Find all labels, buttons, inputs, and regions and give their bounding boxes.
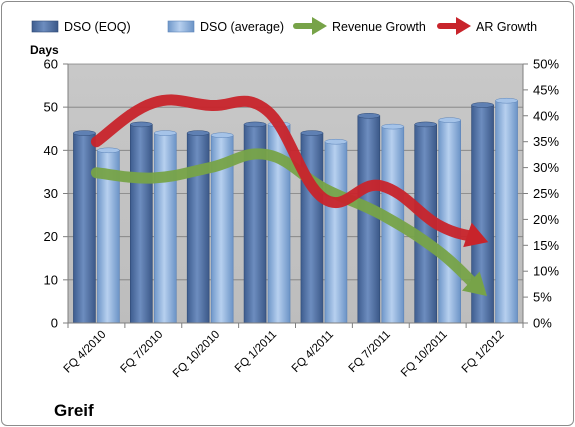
y2-tick-label: 15%	[533, 238, 559, 253]
x-axis-ticks: FQ 4/2010 FQ 7/2010 FQ 10/2010 FQ 1/2011 FQ …	[62, 323, 524, 380]
bar-cap	[438, 117, 461, 123]
x-tick-label: FQ 7/2011	[347, 329, 393, 375]
bar-cap	[495, 97, 518, 104]
arrowhead-ar-growth	[463, 222, 489, 248]
y2-tick-label: 30%	[533, 160, 559, 175]
legend-swatch-dso-average	[167, 20, 195, 33]
legend-label-ar-growth: AR Growth	[476, 20, 537, 34]
bar-cap	[130, 121, 153, 128]
chart-title: Greif	[54, 401, 94, 420]
x-tick-label: FQ 10/2010	[171, 329, 222, 380]
y2-tick-label: 20%	[533, 212, 559, 227]
bar-cap	[186, 130, 210, 136]
legend-arrow-ar-growth	[437, 17, 471, 35]
bar-cap	[73, 130, 96, 136]
x-tick-label: FQ 10/2011	[399, 329, 450, 380]
y2-tick-label: 5%	[533, 290, 552, 305]
y2-tick-label: 40%	[533, 108, 559, 123]
x-tick-label: FQ 4/2010	[62, 329, 109, 376]
y2-tick-label: 25%	[533, 186, 559, 201]
legend-arrow-revenue-growth	[293, 17, 327, 35]
bar-cap	[324, 138, 348, 145]
y2-tick-label: 10%	[533, 264, 559, 279]
y2-axis-ticks: 0% 5% 10% 15% 20% 25% 30% 35% 40% 45% 50%	[523, 57, 559, 331]
y-tick-label: 20	[44, 229, 58, 244]
arrowhead-revenue-growth	[461, 271, 487, 296]
y2-tick-label: 35%	[533, 134, 559, 149]
bar-cap	[154, 130, 177, 136]
bar-dso-eoq	[186, 132, 210, 324]
bar-dso-eoq	[73, 132, 96, 324]
y-tick-label: 50	[44, 100, 58, 115]
line-ar-growth	[90, 94, 479, 243]
legend-swatch-dso-eoq	[31, 20, 59, 33]
bar-cap	[243, 121, 267, 128]
y-axis-ticks: 0 10 20 30 40 50 60	[44, 57, 68, 331]
bar-dso-eoq	[357, 115, 381, 324]
bar-dso-average	[495, 100, 518, 324]
y2-tick-label: 0%	[533, 316, 552, 331]
legend-label-revenue-growth: Revenue Growth	[332, 20, 426, 34]
y-tick-label: 30	[44, 186, 58, 201]
bar-cap	[210, 132, 234, 138]
y2-tick-label: 45%	[533, 82, 559, 97]
bar-cap	[381, 123, 405, 130]
bar-dso-average	[154, 132, 177, 324]
y-tick-label: 40	[44, 143, 58, 158]
x-tick-label: FQ 1/2012	[460, 329, 507, 376]
bar-cap	[357, 113, 381, 119]
y-tick-label: 10	[44, 272, 58, 287]
bar-cap	[300, 130, 324, 136]
bar-dso-eoq	[130, 124, 153, 324]
bar-dso-average	[324, 141, 348, 324]
bar-cap	[471, 102, 494, 108]
line-marks	[90, 94, 489, 296]
legend-label-dso-average: DSO (average)	[200, 20, 284, 34]
y-tick-label: 60	[44, 57, 58, 72]
y-tick-label: 0	[51, 316, 58, 331]
bar-cap	[414, 121, 437, 128]
x-tick-label: FQ 7/2010	[119, 329, 166, 376]
y-axis-title: Days	[30, 43, 59, 57]
x-tick-label: FQ 4/2011	[290, 329, 336, 375]
x-tick-label: FQ 1/2011	[233, 329, 279, 375]
y2-tick-label: 50%	[533, 57, 559, 72]
legend: DSO (EOQ) DSO (average) Revenue Growth A…	[31, 17, 537, 35]
bar-cap	[97, 147, 120, 154]
legend-label-dso-eoq: DSO (EOQ)	[64, 20, 131, 34]
